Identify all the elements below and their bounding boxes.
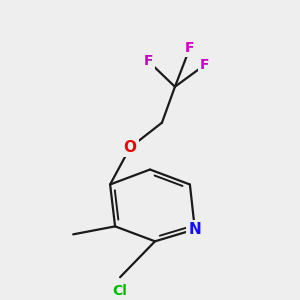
Text: F: F [200,58,210,72]
Text: Cl: Cl [112,284,128,298]
Text: F: F [185,41,195,55]
Text: N: N [188,222,201,237]
Text: F: F [143,54,153,68]
Text: O: O [124,140,136,155]
